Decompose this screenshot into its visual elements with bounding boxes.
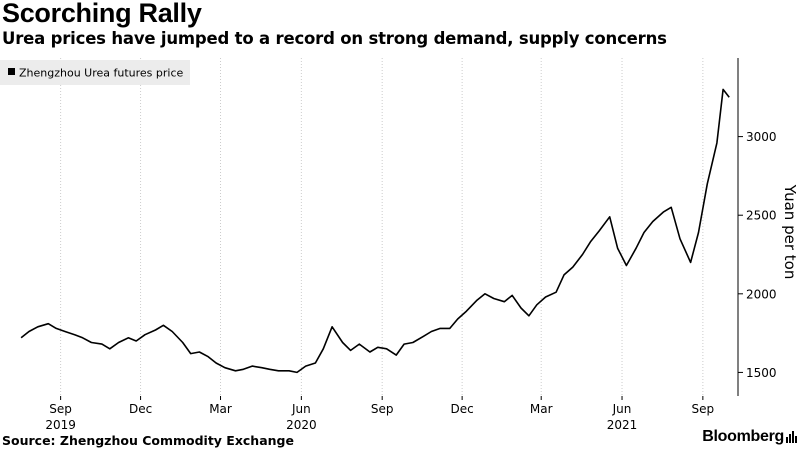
x-tick-label: Dec (129, 402, 152, 416)
brand-name: Bloomberg (702, 428, 784, 445)
x-year-label: 2020 (286, 418, 317, 432)
legend-swatch (8, 68, 15, 75)
y-tick-label: 3000 (746, 130, 777, 144)
x-tick-label: Sep (371, 402, 394, 416)
x-tick-label: Jun (291, 402, 311, 416)
legend-label: Zhengzhou Urea futures price (19, 67, 184, 80)
y-tick-label: 2000 (746, 287, 777, 301)
x-year-label: 2019 (45, 418, 76, 432)
x-axis: Sep Dec Mar Jun Sep Dec Mar Jun Sep 2019 2020 2021 (45, 396, 714, 432)
brand-logo: Bloomberg (702, 428, 797, 446)
bar-chart-icon (786, 430, 797, 443)
legend: Zhengzhou Urea futures price (0, 60, 190, 85)
chart-title: Scorching Rally (2, 0, 202, 28)
series-layer (20, 88, 730, 374)
x-tick-label: Mar (209, 402, 232, 416)
y-tick-label: 2500 (746, 209, 777, 223)
series-line (20, 88, 730, 374)
x-tick-label: Sep (692, 402, 715, 416)
y-axis: 1500 2000 2500 3000 (737, 58, 777, 396)
x-year-label: 2021 (607, 418, 638, 432)
y-tick-label: 1500 (746, 366, 777, 380)
x-tick-label: Mar (530, 402, 553, 416)
x-tick-label: Jun (612, 402, 632, 416)
legend-background (0, 60, 190, 85)
x-tick-label: Dec (451, 402, 474, 416)
chart-subtitle: Urea prices have jumped to a record on s… (2, 29, 667, 48)
gridlines (60, 58, 704, 396)
source-note: Source: Zhengzhou Commodity Exchange (2, 433, 294, 448)
y-axis-title: Yuan per ton (781, 184, 799, 280)
x-tick-label: Sep (49, 402, 72, 416)
